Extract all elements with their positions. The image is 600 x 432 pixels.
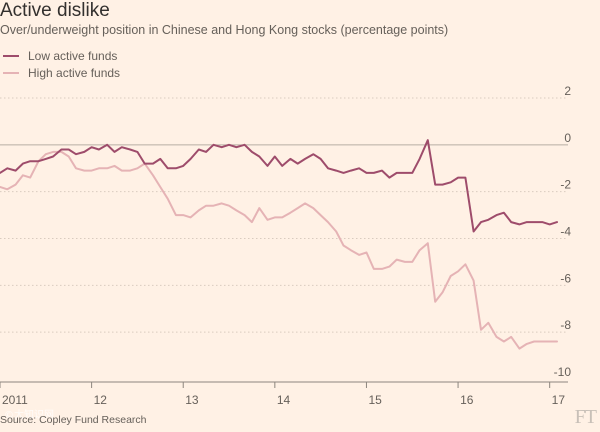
chart-title: Active dislike (0, 0, 110, 21)
legend-item-low-active: Low active funds (3, 48, 117, 64)
legend-swatch-high-active (3, 72, 19, 74)
source-note: Source: Copley Fund Research (0, 414, 147, 426)
ft-logo: FT (574, 406, 597, 428)
y-tick-label: -8 (560, 318, 571, 332)
y-tick-label: -6 (560, 271, 571, 285)
series-line-high-active (0, 150, 558, 350)
x-tick-label: 13 (185, 393, 199, 407)
legend-label-high-active: High active funds (28, 66, 121, 80)
legend-label-low-active: Low active funds (28, 49, 118, 63)
gridlines (0, 97, 568, 333)
x-tick-label: 17 (552, 393, 566, 407)
y-tick-label: 0 (564, 131, 571, 145)
y-tick-label: -2 (560, 178, 571, 192)
y-axis-tick-labels: 2 0 -2 -4 -6 -8 -10 (554, 84, 572, 379)
legend-item-high-active: High active funds (3, 65, 120, 81)
series-lines (0, 139, 558, 350)
y-tick-label: -10 (554, 365, 572, 379)
x-axis: 2011 12 13 14 15 16 17 (0, 381, 568, 407)
y-tick-label: -4 (560, 225, 571, 239)
y-tick-label: 2 (564, 84, 571, 98)
series-line-low-active (0, 139, 558, 233)
x-tick-label: 12 (94, 393, 108, 407)
x-tick-label: 14 (277, 393, 291, 407)
watermark: ©大知识网 (4, 408, 54, 421)
legend-swatch-low-active (3, 55, 19, 57)
x-tick-label: 2011 (2, 393, 28, 407)
x-tick-label: 15 (368, 393, 382, 407)
x-tick-label: 16 (460, 393, 474, 407)
chart-subtitle: Over/underweight position in Chinese and… (0, 23, 449, 37)
